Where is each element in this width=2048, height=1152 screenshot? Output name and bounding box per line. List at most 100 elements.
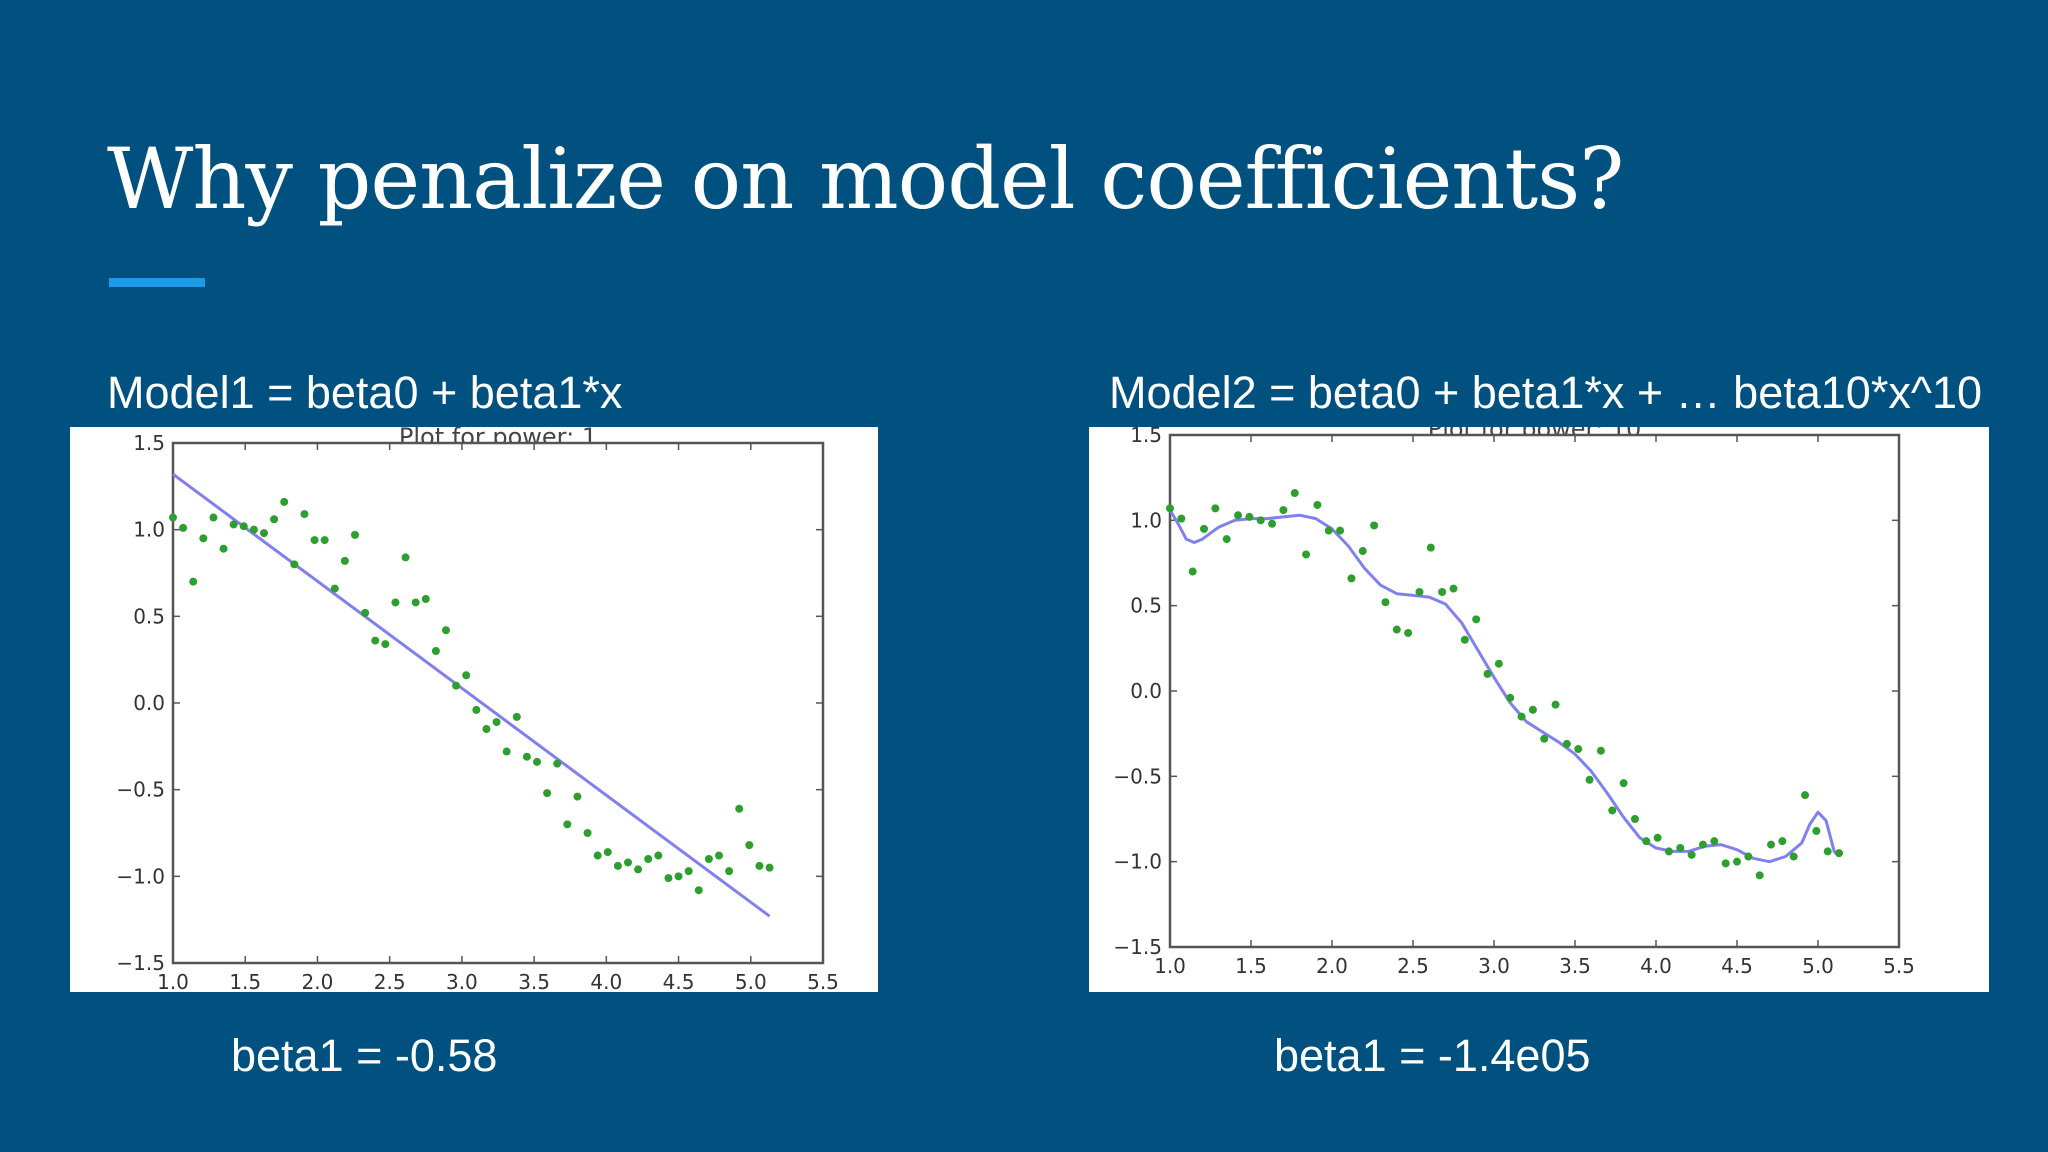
chart1-data-point [452,681,461,690]
chart2-xtick-label: 3.5 [1559,954,1591,978]
chart2-data-point [1370,521,1379,530]
chart1-data-point [634,865,643,874]
chart1-fit-line [172,472,771,918]
chart1-data-point [725,867,734,876]
chart-power-1-svg: Plot for power: 11.0 1.5 2.0 2.5 3.0 3.5 4.0 4.… [116,427,839,992]
chart2-data-point [1687,850,1696,859]
chart1-data-point [442,626,450,635]
chart2-data-point [1392,625,1401,634]
chart2-data-point [1313,500,1322,509]
chart1-xtick-label: 1.5 [229,970,261,992]
chart2-xtick-label: 2.0 [1316,954,1348,978]
chart1-data-point [239,522,248,531]
chart1-ytick-label: −1.5 [116,951,165,975]
chart1-ytick-label: 0.0 [133,691,165,715]
chart2-xtick-label: 5.5 [1883,954,1915,978]
chart1-data-point [684,867,693,876]
chart2-data-point [1483,669,1492,678]
chart1-xtick-label: 4.5 [663,970,695,992]
chart1-xtick-label: 5.0 [735,970,767,992]
chart1-data-point [249,525,258,534]
chart1-xtick-label: 3.0 [446,970,478,992]
chart2-data-point [1755,871,1764,880]
chart2-xtick-label: 2.5 [1397,954,1429,978]
chart2-data-point [1460,635,1469,644]
chart2-data-point [1200,524,1209,533]
chart2-data-point [1733,857,1741,866]
chart2-data-point [1835,849,1844,858]
chart2-xtick-label: 5.0 [1802,954,1834,978]
chart2-ytick-label: 0.5 [1130,594,1162,618]
chart1-xtick-label: 5.5 [807,970,839,992]
chart1-data-point [543,789,552,798]
chart2-data-point [1506,693,1515,702]
chart2-data-point [1302,550,1311,559]
chart1-data-point [573,792,582,801]
chart1-data-point [624,858,632,867]
chart1-data-point [603,848,612,857]
chart2-data-point [1188,567,1197,576]
chart1-data-point [512,712,521,721]
chart2-data-point [1698,840,1707,849]
chart2-data-point [1222,535,1231,544]
chart1-data-point [674,872,683,881]
chart2-data-point [1608,806,1617,815]
chart2-data-point [1268,519,1277,528]
chart1-data-point [644,855,653,863]
chart2-data-point [1494,659,1503,668]
chart2-data-point [1528,705,1537,714]
chart1-data-point [361,608,370,617]
chart1-ytick-label: 1.0 [133,518,165,542]
chart1-data-point [189,577,198,586]
chart1-data-point [745,841,754,850]
chart2-data-point [1381,598,1390,607]
chart2-data-point [1517,712,1526,721]
chart2-data-point [1812,826,1821,835]
chart1-data-point [704,855,713,863]
chart2-data-point [1347,574,1356,583]
chart1-data-point [755,861,764,870]
chart2-xtick-label: 4.5 [1721,954,1753,978]
chart1-data-point [664,874,673,883]
chart2-data-point [1336,526,1345,535]
chart1-data-point [522,752,531,761]
chart1-data-point [199,534,208,543]
chart1-data-point [310,536,319,545]
chart2-xtick-label: 1.5 [1235,954,1267,978]
chart2-data-point [1801,791,1810,800]
chart1-ytick-label: 0.5 [133,604,165,628]
chart1-data-point [330,584,339,593]
chart1-data-point [735,804,744,813]
chart-power-10: Plot for power: 101.01.52.02.53.03.54.04… [1089,427,1989,992]
chart1-ytick-label: 1.5 [133,431,165,455]
chart1-data-point [260,529,268,538]
chart2-data-point [1642,837,1651,846]
chart1-data-point [371,636,380,645]
chart1-data-point [320,536,329,545]
chart2-data-point [1585,775,1594,784]
chart2-data-point [1540,734,1549,743]
chart1-data-point [219,544,228,553]
chart2-data-point [1664,847,1673,856]
model1-coefficient: beta1 = -0.58 [231,1030,498,1081]
chart2-data-point [1721,859,1730,868]
chart2-data-point [1358,547,1367,556]
chart1-xtick-label: 2.5 [374,970,406,992]
chart2-data-point [1234,511,1243,520]
model2-equation: Model2 = beta0 + beta1*x + … beta10*x^10 [1109,367,1982,418]
chart1-data-point [583,829,592,837]
chart2-ytick-label: −1.5 [1113,935,1162,959]
chart1-data-point [290,560,299,569]
model2-coefficient: beta1 = -1.4e05 [1274,1030,1591,1081]
chart2-data-point [1823,847,1832,856]
chart1-data-point [563,820,572,829]
chart2-xtick-label: 4.0 [1640,954,1672,978]
chart2-data-point [1710,837,1719,846]
chart2-data-point [1562,739,1571,748]
chart1-data-point [715,851,723,860]
chart1-data-point [654,851,663,860]
chart2-data-point [1324,526,1333,535]
chart2-data-point [1630,815,1639,823]
chart2-data-point [1789,852,1798,861]
chart1-data-point [613,861,622,870]
